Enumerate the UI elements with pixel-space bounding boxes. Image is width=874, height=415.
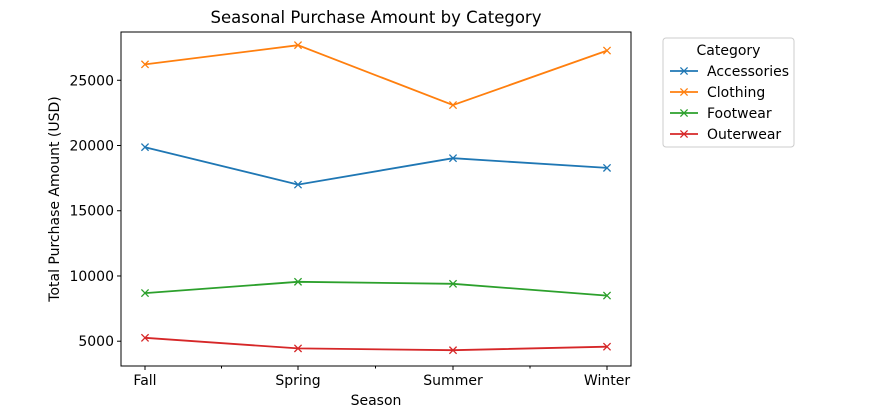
data-point-clothing [293, 41, 303, 50]
data-point-footwear [293, 277, 303, 286]
legend-label-accessories: Accessories [707, 64, 789, 80]
data-point-footwear [448, 279, 458, 288]
x-axis-title: Season [351, 393, 402, 409]
x-tick-label: Winter [584, 373, 630, 389]
x-axis: Fall Spring Summer Winter [133, 366, 630, 389]
legend-label-clothing: Clothing [707, 85, 765, 101]
series-outerwear [140, 333, 612, 355]
legend-title: Category [697, 43, 761, 59]
data-point-outerwear [140, 333, 150, 342]
x-tick-label: Fall [133, 373, 156, 389]
legend-marker-outerwear [679, 129, 689, 139]
data-point-accessories [448, 154, 458, 163]
data-point-accessories [602, 163, 612, 172]
data-point-footwear [140, 289, 150, 298]
data-point-outerwear [448, 346, 458, 355]
series-footwear [140, 277, 612, 300]
legend-marker-clothing [679, 87, 689, 97]
x-tick-label: Summer [423, 373, 483, 389]
x-tick-label: Spring [275, 373, 320, 389]
legend-box [662, 37, 795, 148]
series-line-footwear [144, 280, 608, 297]
legend: Category Accessories Clothing Footwear Outer… [662, 37, 795, 148]
series-layer [140, 41, 612, 355]
legend-label-outerwear: Outerwear [707, 127, 781, 143]
legend-marker-footwear [679, 108, 689, 118]
data-point-clothing [602, 46, 612, 55]
data-point-clothing [140, 60, 150, 69]
legend-marker-accessories [679, 66, 689, 76]
series-clothing [140, 41, 612, 110]
y-tick-label: 20000 [69, 139, 114, 155]
legend-label-footwear: Footwear [707, 106, 772, 122]
legend-item-accessories: Accessories [670, 64, 789, 80]
plot-frame [120, 31, 632, 367]
y-tick-label: 15000 [69, 204, 114, 220]
legend-item-footwear: Footwear [670, 106, 772, 122]
data-point-outerwear [293, 344, 303, 353]
series-line-outerwear [144, 336, 608, 352]
data-point-outerwear [602, 342, 612, 351]
y-tick-label: 5000 [78, 334, 114, 350]
data-point-footwear [602, 291, 612, 300]
chart-title: Seasonal Purchase Amount by Category [211, 8, 542, 27]
y-axis: 5000 10000 15000 20000 25000 [69, 73, 121, 350]
y-tick-label: 10000 [69, 269, 114, 285]
series-line-accessories [144, 146, 608, 186]
legend-item-clothing: Clothing [670, 85, 765, 101]
legend-item-outerwear: Outerwear [670, 127, 781, 143]
series-accessories [140, 143, 612, 189]
data-point-accessories [293, 180, 303, 189]
series-line-clothing [144, 44, 608, 107]
data-point-clothing [448, 101, 458, 110]
plot-area [120, 31, 632, 367]
data-point-accessories [140, 143, 150, 152]
y-axis-title: Total Purchase Amount (USD) [47, 96, 63, 302]
y-tick-label: 25000 [69, 73, 114, 89]
